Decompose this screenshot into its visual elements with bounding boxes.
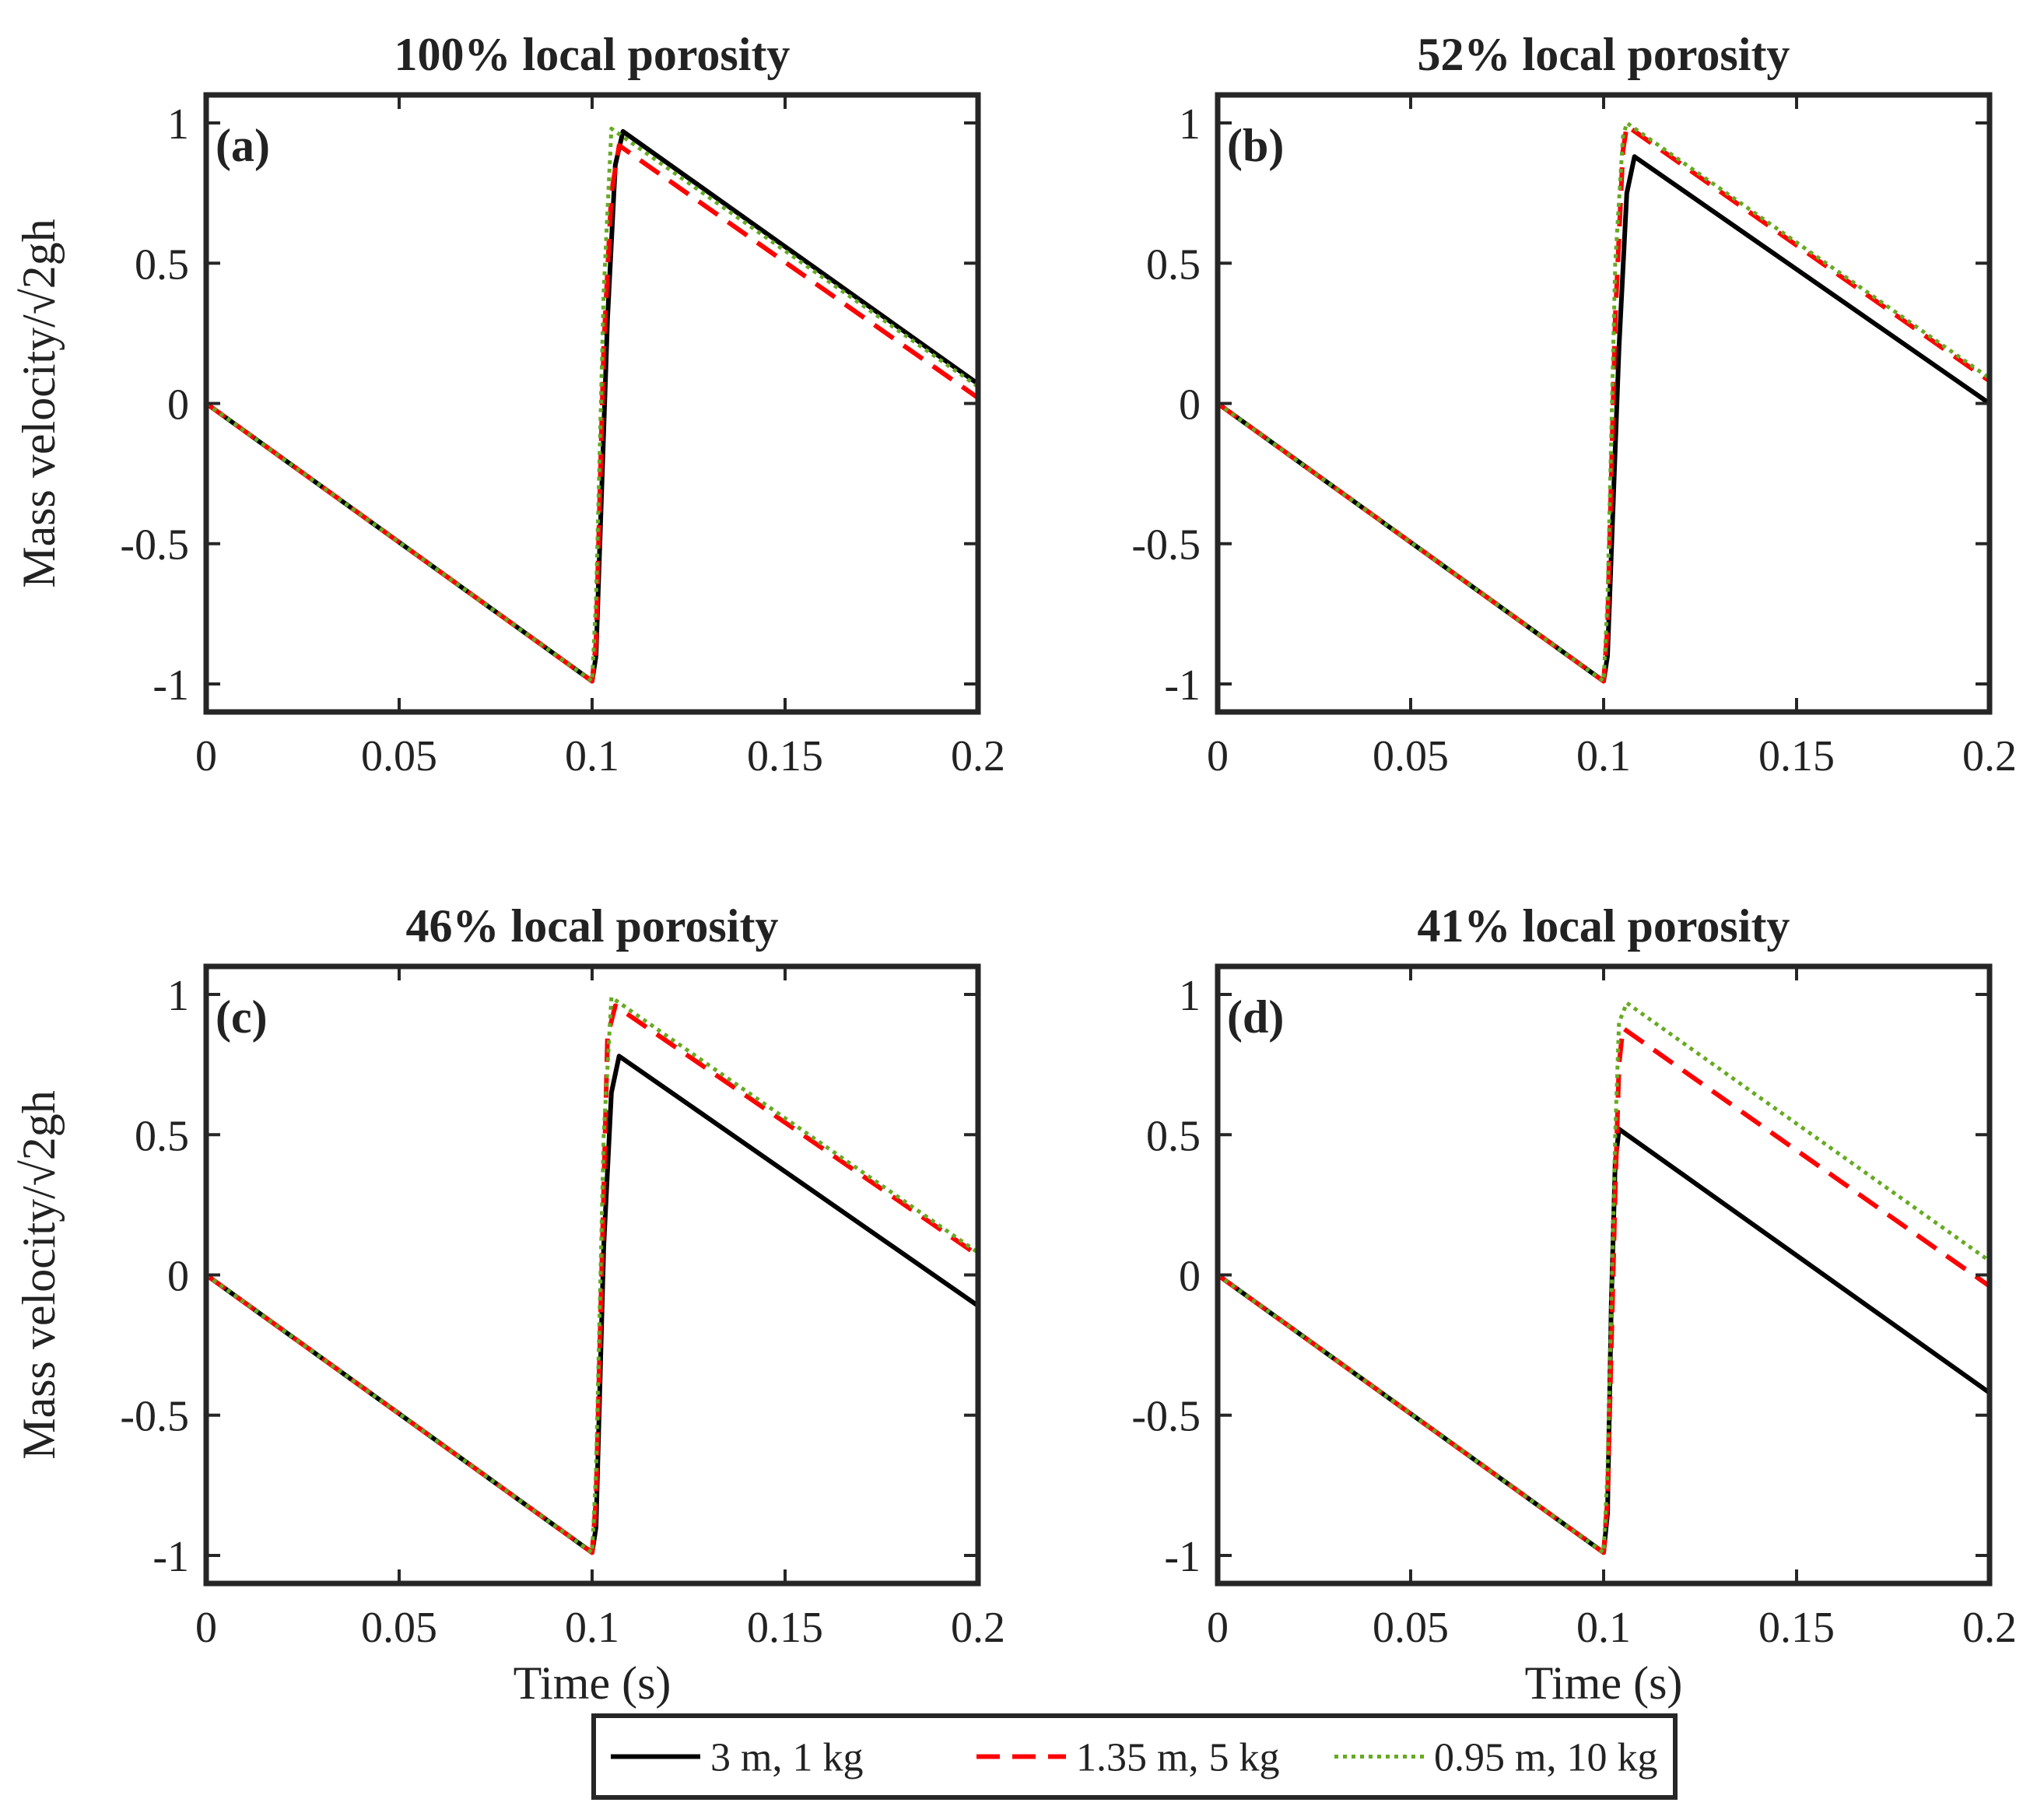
series-line-1 [1216, 1127, 1991, 1555]
axes-box [203, 963, 981, 1587]
y-tick-label: -1 [153, 1533, 189, 1581]
x-tick-label: 0.05 [1373, 732, 1449, 780]
x-tick-label: 0.1 [1576, 1604, 1631, 1652]
x-tick-label: 0.05 [361, 1604, 437, 1652]
x-tick-label: 0.2 [951, 732, 1005, 780]
y-tick-label: 0 [167, 381, 189, 430]
y-tick-label: 1 [1179, 972, 1201, 1020]
y-tick-label: -0.5 [120, 1393, 189, 1441]
series-line-1 [205, 128, 980, 684]
y-tick-label: 0.5 [135, 240, 189, 289]
x-tick-label: 0 [1207, 1604, 1229, 1652]
y-tick-label: 0 [1179, 1253, 1201, 1301]
y-tick-label: -0.5 [1131, 521, 1201, 570]
axes-box [1215, 92, 1993, 715]
x-axis-label: Time (s) [1525, 1657, 1683, 1709]
legend-label-1: 3 m, 1 kg [710, 1736, 863, 1780]
y-axis-label: Mass velocity/√2gh [13, 219, 65, 588]
y-tick-label: -1 [1164, 661, 1201, 710]
x-tick-label: 0 [195, 732, 217, 780]
panel-letter: (b) [1227, 120, 1284, 171]
x-tick-label: 0 [1207, 732, 1229, 780]
x-axis-label: Time (s) [514, 1657, 671, 1709]
x-tick-label: 0.2 [1962, 732, 2017, 780]
panel-3: 0 0.05 0.1 0.15 0.2 -1 -0.5 0 0.5 1 46% local poro… [13, 900, 1005, 1709]
x-tick-label: 0.2 [951, 1604, 1005, 1652]
y-tick-label: -1 [153, 661, 189, 710]
y-tick-label: -1 [1164, 1533, 1201, 1581]
legend-label-3: 0.95 m, 10 kg [1434, 1736, 1657, 1780]
axes-box [203, 92, 981, 715]
x-tick-label: 0.15 [1758, 1604, 1835, 1652]
y-tick-label: 0.5 [135, 1112, 189, 1160]
series-line-2 [1216, 1026, 1991, 1555]
x-tick-label: 0.1 [565, 1604, 619, 1652]
legend: 3 m, 1 kg 1.35 m, 5 kg 0.95 m, 10 kg [591, 1713, 1678, 1800]
x-tick-label: 0.05 [1373, 1604, 1449, 1652]
y-tick-label: 1 [167, 100, 189, 149]
legend-label-2: 1.35 m, 5 kg [1076, 1736, 1279, 1780]
y-tick-label: 0 [167, 1253, 189, 1301]
x-tick-label: 0.1 [565, 732, 619, 780]
panel-letter: (a) [216, 120, 270, 171]
series-line-3 [1216, 1001, 1991, 1555]
panel-2: 0 0.05 0.1 0.15 0.2 -1 -0.5 0 0.5 1 52% local poro… [1131, 29, 2017, 780]
y-tick-label: -0.5 [1131, 1393, 1201, 1441]
series-line-3 [1216, 121, 1991, 683]
y-axis-label: Mass velocity/√2gh [13, 1090, 65, 1460]
panel-letter: (d) [1227, 991, 1284, 1043]
panel-title: 100% local porosity [394, 29, 791, 80]
panel-title: 52% local porosity [1418, 29, 1790, 80]
axes-box [1215, 963, 1993, 1587]
x-tick-label: 0.2 [1962, 1604, 2017, 1652]
x-tick-label: 0.15 [1758, 732, 1835, 780]
series-line-2 [205, 1003, 980, 1555]
y-tick-label: 0 [1179, 381, 1201, 430]
panel-title: 46% local porosity [406, 900, 779, 952]
series-line-1 [1216, 154, 1991, 684]
x-tick-label: 0.1 [1576, 732, 1631, 780]
y-tick-label: 0.5 [1146, 1112, 1201, 1160]
panel-1: 0 0.05 0.1 0.15 0.2 -1 -0.5 0 0.5 1 100% local por… [13, 29, 1005, 780]
panel-title: 41% local porosity [1418, 900, 1790, 952]
panel-4: 0 0.05 0.1 0.15 0.2 -1 -0.5 0 0.5 1 41% local poro… [1131, 900, 2017, 1709]
x-tick-label: 0.15 [747, 1604, 823, 1652]
y-tick-label: -0.5 [120, 521, 189, 570]
series-line-1 [205, 1054, 980, 1555]
series-line-3 [205, 995, 980, 1555]
y-tick-label: 0.5 [1146, 240, 1201, 289]
x-tick-label: 0 [195, 1604, 217, 1652]
series-line-2 [1216, 123, 1991, 684]
y-tick-label: 1 [167, 972, 189, 1020]
series-line-2 [205, 142, 980, 684]
x-tick-label: 0.05 [361, 732, 437, 780]
panel-letter: (c) [216, 991, 268, 1043]
series-line-3 [205, 126, 980, 683]
legend-box [591, 1713, 1678, 1800]
y-tick-label: 1 [1179, 100, 1201, 149]
x-tick-label: 0.15 [747, 732, 823, 780]
